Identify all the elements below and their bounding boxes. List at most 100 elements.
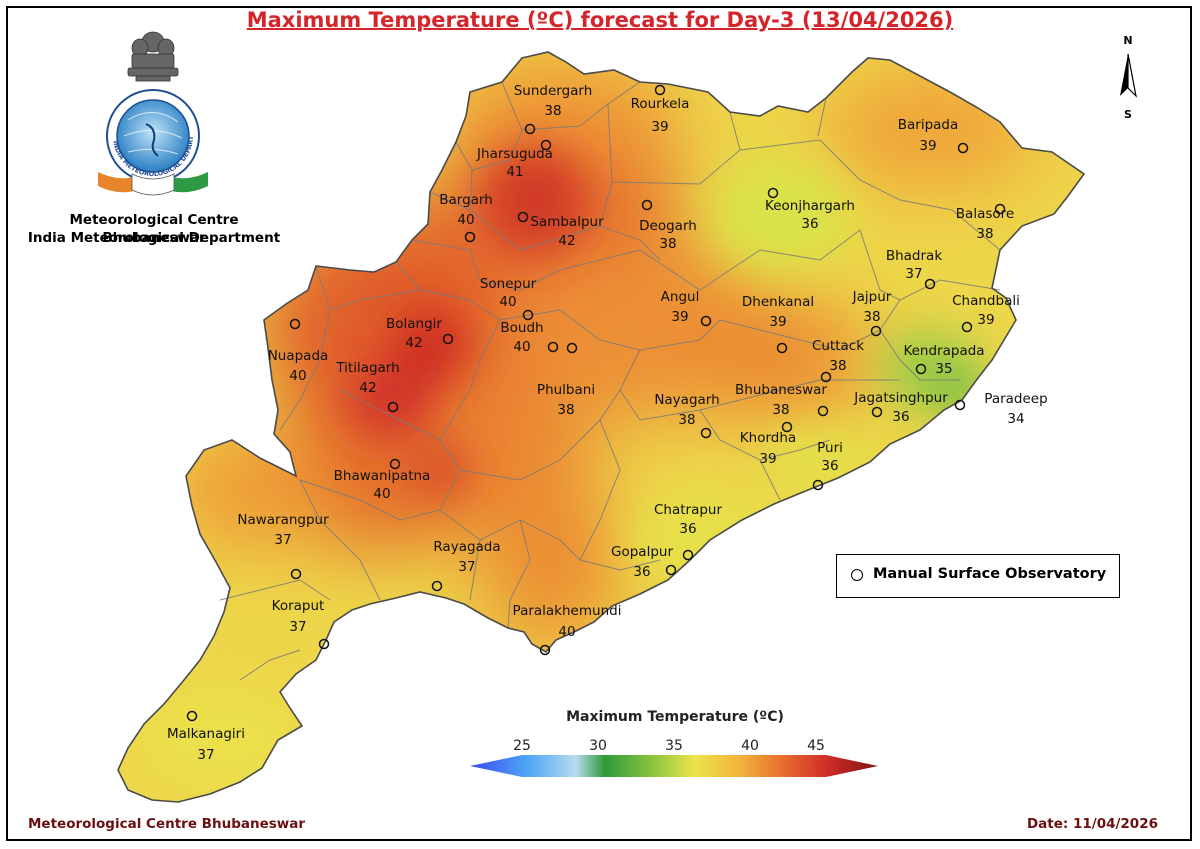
station-phulbani: Phulbani 38	[537, 342, 595, 418]
compass-south: S	[1124, 108, 1132, 121]
station-marker-icon	[954, 399, 966, 411]
station-malkanagiri: Malkanagiri 37	[167, 710, 245, 763]
station-name: Bhubaneswar	[735, 382, 827, 398]
station-paralakhemundi: Paralakhemundi 40	[513, 603, 622, 656]
station-jajpur: Jajpur 38	[852, 289, 892, 337]
station-name: Rayagada	[433, 539, 500, 555]
station-name: Rourkela	[631, 96, 690, 112]
station-temperature: 37	[274, 532, 291, 548]
station-marker-icon	[781, 421, 793, 433]
station-name: Puri	[817, 440, 843, 456]
station-sonepur: Sonepur 40	[480, 276, 537, 321]
station-marker-icon	[961, 321, 973, 333]
station-name: Phulbani	[537, 382, 595, 398]
station-temperature: 36	[821, 458, 838, 474]
station-name: Nayagarh	[654, 392, 719, 408]
station-rourkela: Rourkela 39	[631, 84, 690, 135]
station-temperature: 40	[558, 624, 575, 640]
station-name: Nuapada	[268, 348, 329, 364]
station-bolangir: Bolangir 42	[386, 316, 454, 351]
station-bargarh: Bargarh 40	[439, 192, 493, 243]
station-name: Sonepur	[480, 276, 537, 292]
station-temperature: 39	[977, 312, 994, 328]
legend: Manual Surface Observatory	[836, 554, 1120, 598]
station-temperature: 39	[919, 138, 936, 154]
station-balasore: Balasore 38	[956, 203, 1014, 242]
station-name: Gopalpur	[611, 544, 673, 560]
station-paradeep: Paradeep 34	[954, 391, 1048, 427]
colorbar-tick-label: 25	[513, 738, 531, 754]
station-marker-icon	[389, 458, 401, 470]
station-chatrapur: Chatrapur 36	[654, 502, 722, 561]
station-marker-icon	[915, 363, 927, 375]
station-titilagarh: Titilagarh 42	[335, 360, 400, 413]
station-temperature: 38	[863, 309, 880, 325]
station-name: Boudh	[500, 320, 543, 336]
station-name: Angul	[661, 289, 700, 305]
emblem-icon	[127, 31, 179, 82]
station-name: Paralakhemundi	[513, 603, 622, 619]
station-marker-icon	[700, 315, 712, 327]
station-marker-icon	[442, 333, 454, 345]
colorbar-title: Maximum Temperature (ºC)	[566, 709, 784, 725]
station-temperature: 38	[829, 358, 846, 374]
temperature-field	[118, 52, 1084, 802]
station-name: Titilagarh	[335, 360, 399, 376]
station-name: Chatrapur	[654, 502, 722, 518]
station-angul: Angul 39	[661, 289, 712, 327]
station-temperature: 41	[506, 164, 523, 180]
legend-label: Manual Surface Observatory	[873, 566, 1107, 582]
station-name: Cuttack	[812, 338, 864, 354]
station-temperature: 36	[633, 564, 650, 580]
station-keonjhargarh: Keonjhargarh 36	[765, 187, 855, 232]
station-temperature: 38	[678, 412, 695, 428]
compass-icon: N S	[1120, 34, 1137, 121]
station-marker-icon	[540, 139, 552, 151]
station-name: Chandbali	[952, 293, 1020, 309]
station-name: Sambalpur	[530, 214, 604, 230]
station-marker-icon	[957, 142, 969, 154]
station-temperature: 42	[558, 233, 575, 249]
colorbar-ticks: 25 30 35 40 45	[513, 738, 825, 754]
district-boundaries	[219, 81, 1001, 681]
colorbar: 25 30 35 40 45	[470, 738, 878, 777]
station-name: Bolangir	[386, 316, 442, 332]
station-marker-icon	[820, 371, 832, 383]
station-temperature: 39	[671, 309, 688, 325]
station-gopalpur: Gopalpur 36	[611, 544, 677, 580]
station-marker-icon	[994, 203, 1006, 215]
station-rayagada: Rayagada 37	[431, 539, 501, 592]
station-marker-icon	[767, 187, 779, 199]
station-marker-icon	[290, 568, 302, 580]
map-frame	[6, 6, 1192, 841]
station-boudh: Boudh 40	[500, 320, 559, 355]
station-temperature: 38	[557, 402, 574, 418]
station-nawarangpur: Nawarangpur 37	[237, 512, 329, 580]
org-name: Meteorological Centre Bhubaneswar	[69, 212, 239, 246]
station-marker-icon	[431, 580, 443, 592]
station-temperature: 38	[772, 402, 789, 418]
station-name: Malkanagiri	[167, 726, 245, 742]
station-temperature: 40	[499, 294, 516, 310]
station-marker-icon	[464, 231, 476, 243]
observatory-marker-icon	[851, 569, 863, 581]
station-marker-icon	[700, 427, 712, 439]
station-marker-icon	[186, 710, 198, 722]
station-temperature: 37	[458, 559, 475, 575]
station-temperature: 35	[935, 361, 952, 377]
station-dhenkanal: Dhenkanal 39	[742, 294, 814, 354]
footer-org: Meteorological Centre Bhubaneswar	[28, 816, 306, 832]
station-temperature: 39	[651, 119, 668, 135]
station-marker-icon	[387, 401, 399, 413]
station-marker-icon	[665, 564, 677, 576]
station-marker-icon	[817, 405, 829, 417]
map-title: Maximum Temperature (ºC) forecast for Da…	[246, 8, 954, 32]
station-name: Baripada	[898, 117, 959, 133]
station-marker-icon	[539, 644, 551, 656]
station-baripada: Baripada 39	[898, 117, 969, 154]
station-temperature: 38	[544, 103, 561, 119]
station-marker-icon	[682, 549, 694, 561]
station-jagatsinghpur: Jagatsinghpur 36	[853, 390, 948, 425]
station-name: Paradeep	[984, 391, 1047, 407]
